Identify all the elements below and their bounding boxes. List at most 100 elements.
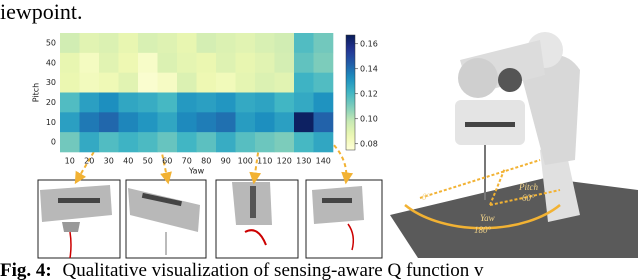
heatmap-cell <box>138 33 158 54</box>
heatmap-cell <box>235 92 256 113</box>
heatmap-cell <box>118 92 139 113</box>
heatmap-cell <box>99 33 119 54</box>
heatmap-cell <box>79 52 100 73</box>
x-tick-label: 30 <box>104 157 114 166</box>
heatmap-cell <box>118 132 139 153</box>
heatmap-cell <box>235 52 256 73</box>
heatmap-cell <box>255 132 275 153</box>
heatmap-cell <box>196 52 217 73</box>
heatmap-cell <box>99 52 119 73</box>
x-tick-label: 50 <box>143 157 153 166</box>
heatmap-cell <box>177 92 197 113</box>
heatmap-cell <box>138 132 158 153</box>
heatmap-cell <box>60 132 80 153</box>
colorbar <box>345 34 356 151</box>
colorbar-tick-label: 0.10 <box>360 114 378 123</box>
caption-label: Fig. 4: <box>0 260 52 280</box>
heatmap-cell <box>138 92 158 113</box>
heatmap-cell <box>216 92 236 113</box>
heatmap-cell <box>177 72 197 93</box>
heatmap-cell <box>216 33 236 54</box>
x-axis-label: Yaw <box>188 167 205 176</box>
heatmap-cell <box>79 112 100 133</box>
robot-label: 60° <box>522 193 535 203</box>
robot-label: Pitch <box>518 182 538 192</box>
heatmap-cell <box>177 132 197 153</box>
heatmap-cell <box>196 112 217 133</box>
heatmap-cell <box>196 132 217 153</box>
heatmap-cell <box>274 132 295 153</box>
x-tick-label: 120 <box>277 157 292 166</box>
heatmap-cell <box>196 92 217 113</box>
x-tick-label: 20 <box>84 157 94 166</box>
heatmap-cell <box>313 33 334 54</box>
heatmap-cell <box>60 92 80 113</box>
heatmap-cell <box>157 33 178 54</box>
x-tick-label: 100 <box>238 157 253 166</box>
heatmap-cell <box>274 33 295 54</box>
heatmap-cell <box>157 52 178 73</box>
heatmap-cell <box>294 112 314 133</box>
heatmap-cell <box>313 72 334 93</box>
y-axis-label: Pitch <box>32 83 41 102</box>
heatmap-cell <box>138 72 158 93</box>
robot-scene <box>390 32 638 258</box>
heatmap-cell <box>60 72 80 93</box>
heatmap-cell <box>177 52 197 73</box>
heatmap-cell <box>99 112 119 133</box>
y-tick-label: 20 <box>46 98 56 107</box>
heatmap-cell <box>313 112 334 133</box>
x-tick-label: 10 <box>65 157 75 166</box>
heatmap-cell <box>313 132 334 153</box>
heatmap-cell <box>294 132 314 153</box>
heatmap-cell <box>255 72 275 93</box>
x-tick-label: 80 <box>201 157 211 166</box>
heatmap-cell <box>79 92 100 113</box>
heatmap-cell <box>216 132 236 153</box>
heatmap-cell <box>294 33 314 54</box>
heatmap-cell <box>118 33 139 54</box>
y-tick-label: 30 <box>46 78 56 87</box>
heatmap-cell <box>177 33 197 54</box>
x-tick-label: 60 <box>162 157 172 166</box>
heatmap-cell <box>216 52 236 73</box>
top-text: iewpoint. <box>0 0 83 24</box>
heatmap-cell <box>235 33 256 54</box>
heatmap-cell <box>79 72 100 93</box>
colorbar-tick-label: 0.12 <box>360 89 378 98</box>
colorbar-tick-label: 0.16 <box>360 39 378 48</box>
heatmap-cell <box>274 92 295 113</box>
colorbar-tick-label: 0.14 <box>360 64 378 73</box>
heatmap-cell <box>235 112 256 133</box>
heatmap-cell <box>118 72 139 93</box>
heatmap-cell <box>157 132 178 153</box>
y-tick-label: 10 <box>46 118 56 127</box>
heatmap-cell <box>255 52 275 73</box>
x-tick-label: 40 <box>123 157 133 166</box>
y-tick-label: 0 <box>51 138 56 147</box>
heatmap-cell <box>79 33 100 54</box>
heatmap-cell <box>274 72 295 93</box>
heatmap-cell <box>138 112 158 133</box>
heatmap-cell <box>274 112 295 133</box>
heatmap-cell <box>294 52 314 73</box>
x-tick-label: 90 <box>221 157 231 166</box>
heatmap-cell <box>177 112 197 133</box>
heatmap-cell <box>313 92 334 113</box>
heatmap-cell <box>196 33 217 54</box>
heatmap-cell <box>157 72 178 93</box>
heatmap-cell <box>60 52 80 73</box>
heatmap-cell <box>99 92 119 113</box>
heatmap-cell <box>235 72 256 93</box>
colorbar-tick-label: 0.08 <box>360 139 378 148</box>
x-tick-label: 130 <box>296 157 311 166</box>
heatmap-cell <box>216 72 236 93</box>
heatmap-cell <box>294 72 314 93</box>
heatmap-cell <box>60 112 80 133</box>
heatmap-cell <box>235 132 256 153</box>
heatmap-cell <box>274 52 295 73</box>
y-tick-label: 40 <box>46 58 56 67</box>
caption-text: Qualitative visualization of sensing-awa… <box>62 260 484 280</box>
heatmap-cell <box>99 72 119 93</box>
